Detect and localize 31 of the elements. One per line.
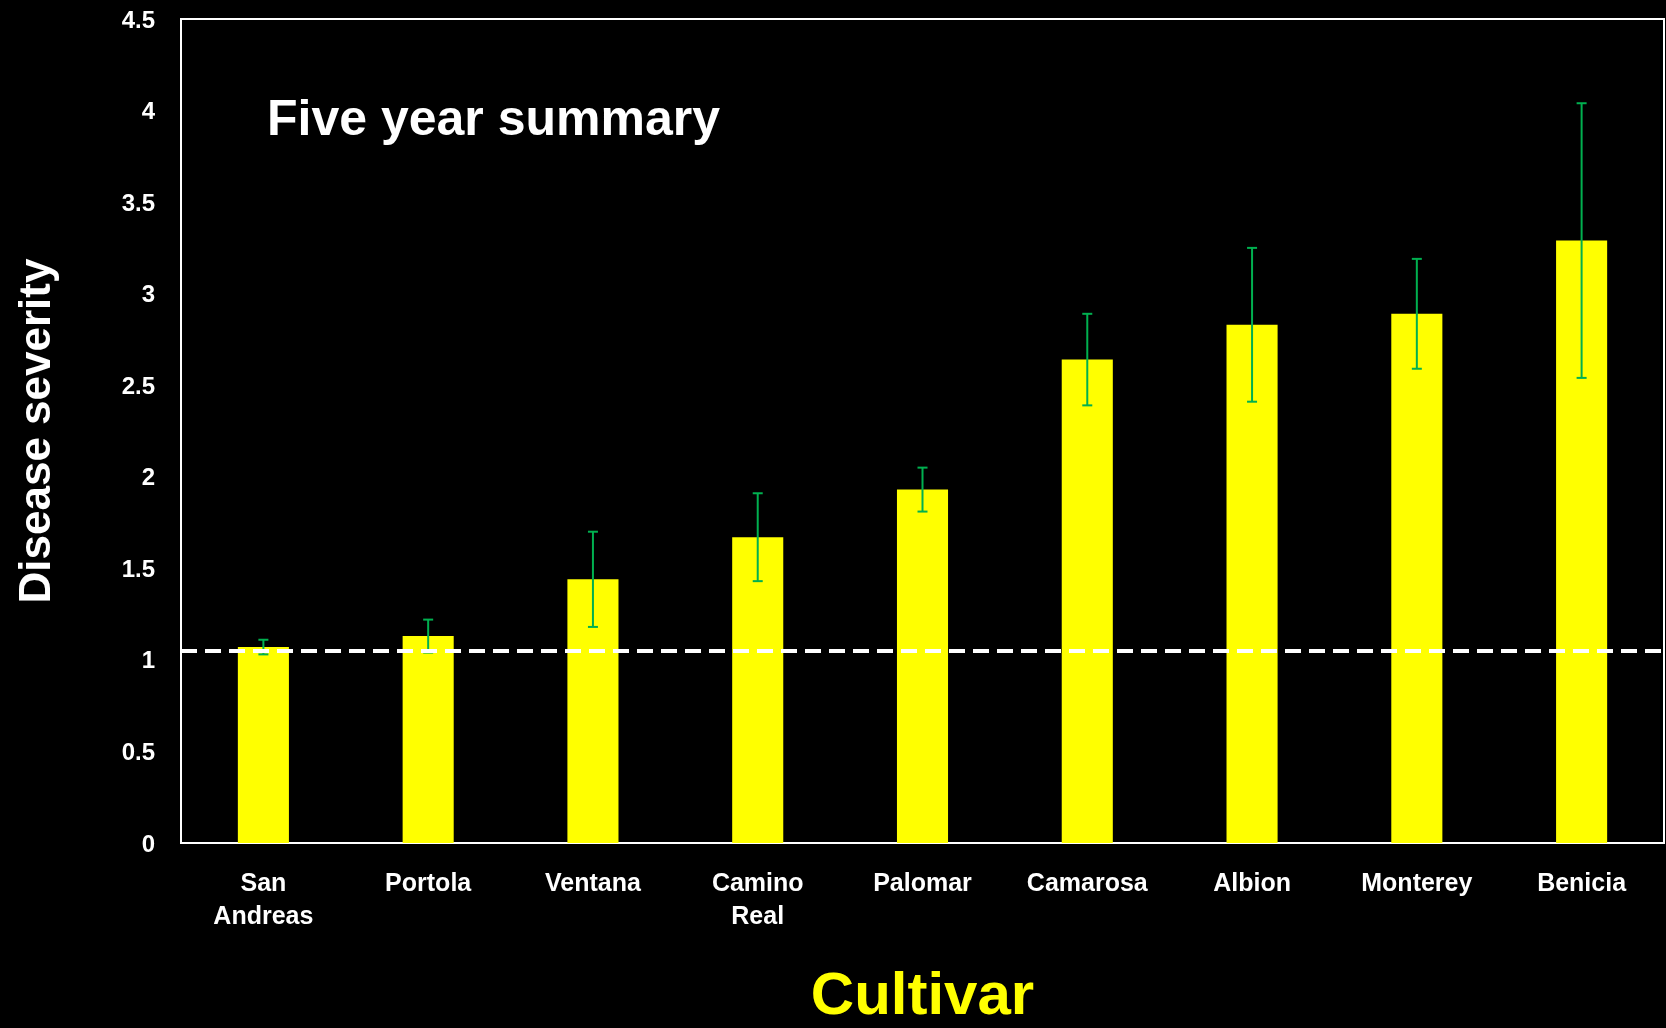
text: Five year summary: [267, 90, 721, 146]
y-tick-label: 2: [141, 463, 155, 491]
bar: [1391, 313, 1443, 843]
x-tick-label: Albion: [1213, 867, 1291, 896]
y-tick-label: 2.5: [121, 371, 155, 399]
y-tick-label: 0.5: [121, 737, 155, 765]
bar: [567, 579, 619, 843]
bar: [896, 489, 949, 843]
x-tick-label: Palomar: [873, 867, 973, 896]
y-tick-label: 4.5: [121, 5, 155, 33]
bar: [402, 636, 454, 843]
bar: [732, 537, 784, 843]
x-tick-label: Camarosa: [1026, 867, 1149, 896]
x-tick-label: Ventana: [545, 867, 642, 896]
y-tick-label: 0: [141, 829, 155, 857]
y-tick-label: 1.5: [121, 554, 155, 582]
bar: [1226, 324, 1278, 843]
x-tick-label: Portola: [385, 867, 473, 896]
x-tick-label: Benicia: [1537, 867, 1628, 896]
y-tick-label: 3: [141, 280, 155, 308]
x-tick-label: Camino Real: [711, 867, 804, 929]
y-tick-label: 1: [141, 646, 155, 674]
x-tick-label: San Andreas: [213, 867, 314, 929]
y-tick-label: 4: [141, 97, 156, 125]
bar: [1556, 240, 1608, 843]
y-axis-title: Disease severity: [9, 258, 59, 604]
x-tick-label: Monterey: [1361, 867, 1473, 896]
bar: [1061, 359, 1113, 843]
x-axis-title: Cultivar: [810, 959, 1035, 1027]
y-tick-label: 3.5: [121, 188, 155, 216]
bar: [237, 647, 289, 843]
